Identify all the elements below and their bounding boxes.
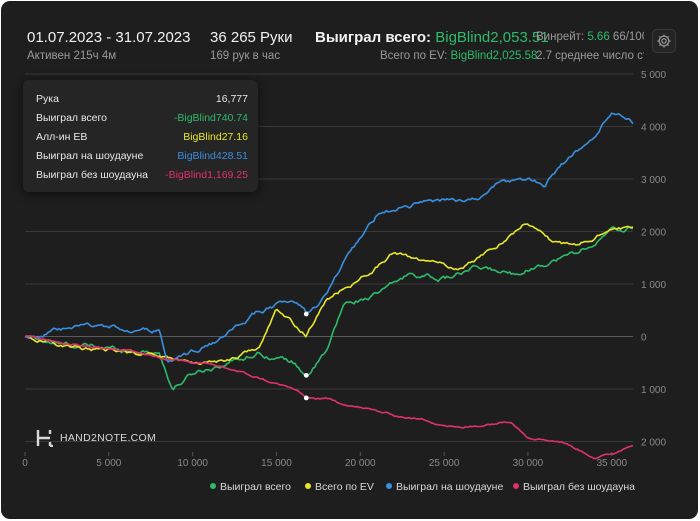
- x-tick-label: 30 000: [513, 458, 544, 469]
- tooltip-row-won-total: Выиграл всего -BigBlind740.74: [23, 112, 258, 130]
- hover-marker: [303, 311, 309, 317]
- settings-button[interactable]: [652, 29, 676, 53]
- y-tick-label: 3 000: [641, 175, 666, 186]
- tooltip-value: -BigBlind1,169.25: [165, 169, 248, 181]
- ev-total-label: Всего по EV:: [380, 50, 448, 62]
- y-axis: 5 000 4 000 3 000 2 000 1 000 0 1 000 2 000: [641, 70, 666, 449]
- x-tick-label: 10 000: [177, 458, 208, 469]
- y-tick-label: 1 000: [641, 280, 666, 291]
- date-range[interactable]: 01.07.2023 - 31.07.2023: [27, 29, 191, 46]
- h2n-logo-icon: [36, 430, 53, 448]
- y-tick-label: 5 000: [641, 70, 666, 81]
- tooltip-label: Алл-ин EB: [36, 131, 88, 143]
- y-tick-label: 2 000: [641, 228, 666, 239]
- ev-total: Всего по EV: BigBlind2,025.58: [380, 50, 537, 62]
- won-total: Выиграл всего: BigBlind2,053.51: [315, 29, 549, 46]
- y-tick-label: 4 000: [641, 123, 666, 134]
- tooltip-row-hand: Рука 16,777: [23, 93, 258, 111]
- tooltip-label: Выиграл на шоудауне: [36, 150, 144, 162]
- legend-item-ev[interactable]: Всего по EV: [305, 481, 374, 493]
- y-tick-label: 1 000: [641, 385, 666, 396]
- series-line: [24, 335, 634, 460]
- avg-players: 2.7 среднее число ст: [536, 50, 644, 62]
- won-total-value: BigBlind2,053.51: [435, 29, 549, 46]
- tooltip-value: BigBlind428.51: [177, 150, 248, 162]
- hand2note-logo: HAND2NOTE.COM: [36, 429, 156, 452]
- series-line: [24, 223, 634, 366]
- winrate-extra: 66/100: [612, 31, 644, 43]
- tooltip: Рука 16,777 Выиграл всего -BigBlind740.7…: [23, 80, 258, 192]
- logo-text: HAND2NOTE.COM: [60, 432, 157, 444]
- legend-item-showdown[interactable]: Выиграл на шоудауне: [386, 481, 503, 493]
- active-time: Активен 215ч 4м: [27, 50, 117, 62]
- y-tick-label: 0: [641, 333, 647, 344]
- hands-count: 36 265 Руки: [210, 29, 293, 46]
- legend-label: Всего по EV: [315, 481, 374, 493]
- series-line: [24, 226, 634, 391]
- hands-per-hour: 169 рук в час: [210, 50, 281, 62]
- winrate-value: 5.66: [587, 31, 610, 43]
- x-tick-label: 0: [22, 458, 28, 469]
- x-tick-label: 20 000: [345, 458, 376, 469]
- hover-marker: [303, 395, 309, 401]
- hover-markers: [303, 311, 309, 401]
- tooltip-row-showdown: Выиграл на шоудауне BigBlind428.51: [23, 150, 258, 168]
- legend-dot: [386, 483, 392, 490]
- ev-total-value: BigBlind2,025.58: [450, 50, 538, 62]
- tooltip-value: -BigBlind740.74: [173, 112, 248, 124]
- legend-label: Выиграл на шоудауне: [396, 481, 504, 493]
- legend-dot: [513, 483, 519, 490]
- legend-item-non-showdown[interactable]: Выиграл без шоудауна: [513, 481, 635, 493]
- won-total-label: Выиграл всего:: [315, 29, 432, 46]
- tooltip-value: BigBlind27.16: [183, 131, 248, 143]
- legend-label: Выиграл всего: [220, 481, 291, 493]
- winrate-label: Винрейт:: [536, 31, 585, 43]
- tooltip-row-non-showdown: Выиграл без шоудауна -BigBlind1,169.25: [23, 169, 258, 187]
- winrate: Винрейт: 5.66 66/100: [536, 31, 644, 43]
- legend-item-won-total[interactable]: Выиграл всего: [210, 481, 291, 493]
- x-tick-label: 25 000: [429, 458, 460, 469]
- x-tick-label: 35 000: [596, 458, 627, 469]
- tooltip-value: 16,777: [215, 93, 248, 105]
- series-lines: [24, 112, 634, 460]
- y-tick-label: 2 000: [641, 438, 666, 449]
- tooltip-row-allin-ev: Алл-ин EB BigBlind27.16: [23, 131, 258, 149]
- legend-label: Выиграл без шоудауна: [523, 481, 635, 493]
- x-tick-label: 15 000: [261, 458, 292, 469]
- gear-icon: [657, 34, 671, 48]
- hover-marker: [303, 372, 309, 378]
- tooltip-label: Выиграл всего: [36, 112, 107, 124]
- series-line: [24, 112, 634, 363]
- tooltip-label: Выиграл без шоудауна: [36, 169, 148, 181]
- grid: [25, 73, 633, 442]
- legend-dot: [210, 483, 216, 490]
- x-tick-label: 5 000: [96, 458, 121, 469]
- legend-dot: [305, 483, 311, 490]
- x-axis: 0 5 000 10 000 15 000 20 000 25 000 30 000 35 0…: [22, 452, 628, 469]
- tooltip-label: Рука: [36, 93, 59, 105]
